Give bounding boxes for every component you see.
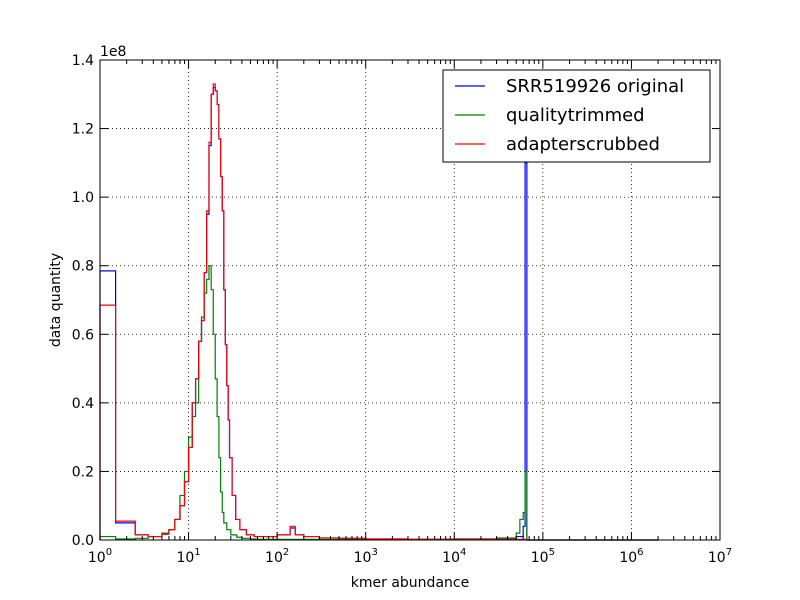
y-offset-label: 1e8 [100, 44, 126, 60]
legend-label: adapterscrubbed [506, 134, 660, 155]
x-tick-label: 104 [442, 547, 466, 566]
y-axis-label: data quantity [48, 253, 64, 347]
legend-box [442, 69, 711, 163]
x-tick-label: 107 [708, 547, 732, 566]
x-tick-label: 100 [88, 547, 112, 566]
y-tick-label: 0.4 [72, 396, 94, 412]
x-tick-label: 103 [354, 547, 378, 566]
x-axis-label: kmer abundance [351, 575, 469, 591]
y-tick-label: 1.2 [72, 122, 94, 138]
series-line-3 [99, 83, 659, 541]
legend: SRR519926 original qualitytrimmed adapters… [442, 69, 711, 163]
y-tick-label: 0.2 [72, 464, 94, 480]
y-tick-label: 0.6 [72, 327, 94, 343]
legend-label: SRR519926 original [506, 76, 684, 97]
x-tick-label: 106 [619, 547, 643, 566]
axis-ticks: 100 101 102 103 104 105 106 107 0.0 0.2 0.4 0.6 0.8 1… [72, 53, 732, 566]
plot-frame [99, 59, 721, 541]
x-tick-label: 102 [265, 547, 289, 566]
y-tick-label: 0.0 [72, 533, 94, 549]
x-tick-label: 101 [176, 547, 200, 566]
x-tick-label: 105 [531, 547, 555, 566]
y-tick-label: 1.0 [72, 190, 94, 206]
y-tick-label: 1.4 [72, 53, 94, 69]
y-tick-label: 0.8 [72, 259, 94, 275]
legend-label: qualitytrimmed [506, 105, 645, 126]
